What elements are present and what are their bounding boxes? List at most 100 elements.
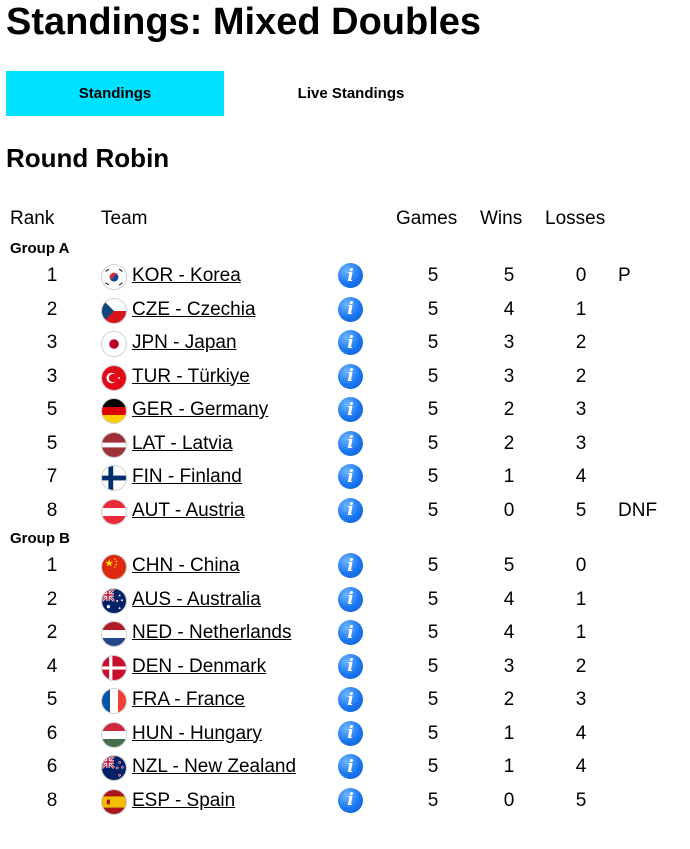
- cze-flag-icon: [101, 297, 127, 324]
- wins-cell: 0: [503, 499, 515, 521]
- team-link[interactable]: DEN - Denmark: [132, 655, 267, 677]
- losses-cell: 4: [575, 466, 587, 487]
- standings-table: Rank Team Games Wins Losses Group A 1 KOR …: [0, 200, 690, 818]
- table-row: 6 NZL - New Zealand i 5 1 4: [0, 751, 690, 785]
- rank-cell: 7: [46, 466, 58, 487]
- info-icon[interactable]: i: [338, 363, 363, 389]
- wins-cell: 1: [503, 722, 515, 744]
- team-link[interactable]: FRA - France: [132, 689, 245, 710]
- kor-flag-icon: [101, 264, 127, 290]
- team-link[interactable]: KOR - Korea: [132, 265, 241, 286]
- losses-cell: 1: [575, 622, 587, 643]
- tur-flag-icon: [101, 364, 127, 391]
- team-link[interactable]: TUR - Türkiye: [132, 365, 250, 387]
- losses-cell: 5: [575, 789, 587, 811]
- rank-cell: 2: [46, 588, 58, 610]
- lat-flag-icon: [101, 431, 127, 458]
- jpn-flag-icon: [101, 331, 127, 357]
- group-header: Group A: [0, 238, 690, 260]
- info-icon[interactable]: i: [338, 497, 363, 523]
- rank-cell: 3: [46, 332, 58, 353]
- page-title: Standings: Mixed Doubles: [6, 1, 482, 43]
- header-team: Team: [101, 208, 148, 229]
- aut-flag-icon: [101, 498, 127, 525]
- losses-cell: 5: [575, 499, 587, 521]
- wins-cell: 2: [503, 432, 515, 454]
- rank-cell: 3: [46, 365, 58, 387]
- info-icon[interactable]: i: [338, 263, 363, 288]
- group-label: Group B: [10, 530, 70, 547]
- wins-cell: 3: [503, 655, 515, 677]
- info-icon[interactable]: i: [338, 586, 363, 612]
- team-link[interactable]: ESP - Spain: [132, 789, 236, 811]
- wins-cell: 2: [503, 689, 515, 710]
- table-row: 7 FIN - Finland i 5 1 4: [0, 461, 690, 495]
- table-row: 8 AUT - Austria i 5 0 5 DNF: [0, 495, 690, 529]
- wins-cell: 4: [503, 298, 515, 320]
- team-link[interactable]: HUN - Hungary: [132, 722, 262, 744]
- games-cell: 5: [427, 399, 439, 420]
- wins-cell: 5: [503, 555, 515, 576]
- team-link[interactable]: FIN - Finland: [132, 466, 242, 487]
- games-cell: 5: [427, 365, 439, 387]
- ned-flag-icon: [101, 621, 127, 647]
- group-header: Group B: [0, 528, 690, 550]
- header-rank: Rank: [10, 208, 55, 229]
- table-row: 5 LAT - Latvia i 5 2 3: [0, 428, 690, 462]
- table-row: 6 HUN - Hungary i 5 1 4: [0, 718, 690, 752]
- games-cell: 5: [427, 555, 439, 576]
- team-link[interactable]: AUT - Austria: [132, 499, 245, 521]
- tab-standings[interactable]: Standings: [6, 71, 224, 116]
- info-icon[interactable]: i: [338, 296, 363, 322]
- tab-live-standings[interactable]: Live Standings: [242, 71, 460, 116]
- losses-cell: 2: [575, 332, 587, 353]
- header-wins: Wins: [480, 208, 523, 229]
- fra-flag-icon: [101, 688, 127, 714]
- table-row: 4 DEN - Denmark i 5 3 2: [0, 651, 690, 685]
- info-icon[interactable]: i: [338, 553, 363, 578]
- games-cell: 5: [427, 432, 439, 454]
- info-icon[interactable]: i: [338, 330, 363, 355]
- team-link[interactable]: CZE - Czechia: [132, 298, 256, 320]
- wins-cell: 5: [503, 265, 515, 286]
- wins-cell: 3: [503, 365, 515, 387]
- info-icon[interactable]: i: [338, 653, 363, 679]
- team-link[interactable]: NED - Netherlands: [132, 622, 292, 643]
- info-icon[interactable]: i: [338, 620, 363, 645]
- rank-cell: 4: [46, 655, 58, 677]
- team-link[interactable]: JPN - Japan: [132, 332, 237, 353]
- team-link[interactable]: GER - Germany: [132, 399, 269, 420]
- info-icon[interactable]: i: [338, 464, 363, 489]
- games-cell: 5: [427, 722, 439, 744]
- team-link[interactable]: LAT - Latvia: [132, 432, 233, 454]
- den-flag-icon: [101, 654, 127, 681]
- table-row: 1 KOR - Korea i 5 5 0 P: [0, 260, 690, 294]
- rank-cell: 5: [46, 399, 58, 420]
- team-link[interactable]: AUS - Australia: [132, 588, 261, 610]
- games-cell: 5: [427, 622, 439, 643]
- hun-flag-icon: [101, 721, 127, 748]
- games-cell: 5: [427, 689, 439, 710]
- wins-cell: 4: [503, 588, 515, 610]
- esp-flag-icon: [101, 788, 127, 815]
- status-cell: P: [618, 265, 631, 286]
- losses-cell: 0: [575, 265, 587, 286]
- info-icon[interactable]: i: [338, 720, 363, 746]
- games-cell: 5: [427, 332, 439, 353]
- team-link[interactable]: CHN - China: [132, 555, 240, 576]
- games-cell: 5: [427, 655, 439, 677]
- games-cell: 5: [427, 756, 439, 777]
- info-icon[interactable]: i: [338, 397, 363, 422]
- wins-cell: 4: [503, 622, 515, 643]
- losses-cell: 4: [575, 756, 587, 777]
- rank-cell: 8: [46, 789, 58, 811]
- rank-cell: 5: [46, 432, 58, 454]
- losses-cell: 4: [575, 722, 587, 744]
- info-icon[interactable]: i: [338, 430, 363, 456]
- info-icon[interactable]: i: [338, 687, 363, 712]
- games-cell: 5: [427, 466, 439, 487]
- info-icon[interactable]: i: [338, 787, 363, 813]
- info-icon[interactable]: i: [338, 754, 363, 779]
- games-cell: 5: [427, 789, 439, 811]
- team-link[interactable]: NZL - New Zealand: [132, 756, 297, 777]
